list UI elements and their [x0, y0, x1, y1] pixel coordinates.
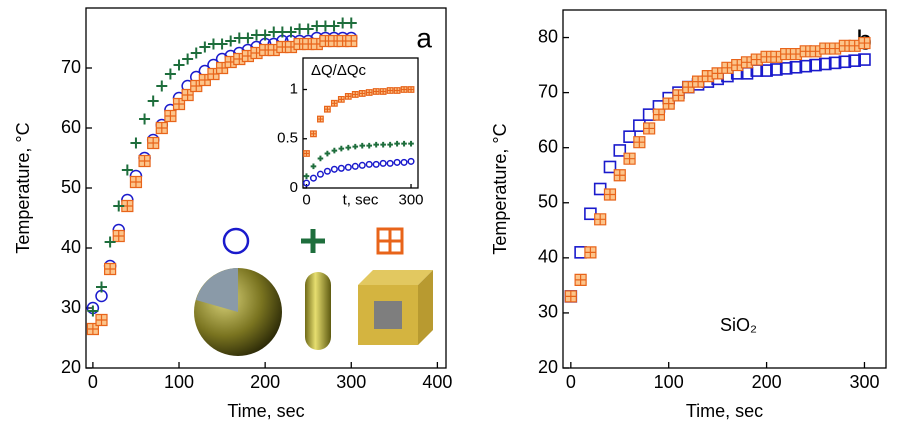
x-tick-label: 300 [399, 192, 424, 209]
data-point [130, 177, 141, 188]
data-point [585, 247, 596, 258]
data-point [156, 123, 167, 134]
panel-label: a [416, 22, 432, 53]
y-tick-label: 60 [61, 117, 81, 137]
data-point [644, 123, 655, 134]
data-point [575, 274, 586, 285]
nanocage [358, 270, 433, 345]
x-tick-label: 0 [88, 372, 98, 392]
y-axis-label: Temperature, °C [13, 122, 33, 253]
y-tick-label: 70 [538, 81, 558, 101]
data-point [380, 89, 386, 95]
y-tick-label: 20 [538, 357, 558, 377]
data-point [96, 315, 107, 326]
x-tick-label: 100 [654, 372, 684, 392]
data-point [346, 36, 357, 47]
data-point [165, 111, 176, 122]
data-point [318, 116, 324, 122]
y-tick-label: 1 [290, 80, 298, 97]
y-tick-label: 60 [538, 136, 558, 156]
y-tick-label: 70 [61, 57, 81, 77]
x-tick-label: 400 [422, 372, 452, 392]
data-point [113, 231, 124, 242]
x-axis-label: Time, sec [686, 401, 763, 421]
annotation: SiO₂ [720, 315, 757, 335]
data-point [325, 106, 331, 112]
y-tick-label: 80 [538, 26, 558, 46]
x-tick-label: 200 [752, 372, 782, 392]
nanorod [305, 272, 331, 350]
data-point [394, 88, 400, 94]
data-point [352, 92, 358, 98]
x-tick-label: 200 [250, 372, 280, 392]
y-tick-label: 0 [290, 179, 298, 196]
data-point [339, 97, 345, 103]
data-point [565, 291, 576, 302]
y-tick-label: 50 [538, 192, 558, 212]
data-point [148, 138, 159, 149]
data-point [859, 38, 870, 49]
data-point [604, 189, 615, 200]
y-tick-label: 30 [61, 297, 81, 317]
data-point [366, 90, 372, 96]
data-point [105, 264, 116, 275]
data-point [373, 89, 379, 95]
data-point [624, 153, 635, 164]
data-point [653, 109, 664, 120]
x-axis-label: t, sec [343, 192, 379, 209]
x-tick-label: 300 [849, 372, 879, 392]
data-point [387, 88, 393, 94]
y-tick-label: 0.5 [277, 130, 298, 147]
x-axis-label: Time, sec [227, 401, 304, 421]
data-point [408, 87, 414, 93]
data-point [332, 101, 338, 107]
data-point [304, 151, 310, 157]
data-point [346, 94, 352, 100]
x-tick-label: 0 [302, 192, 310, 209]
data-point [359, 91, 365, 97]
y-tick-label: 30 [538, 302, 558, 322]
data-point [139, 156, 150, 167]
data-point [634, 137, 645, 148]
y-tick-label: 40 [538, 247, 558, 267]
data-point [311, 131, 317, 137]
y-axis-label: Temperature, °C [490, 123, 510, 254]
data-point [595, 214, 606, 225]
y-tick-label: 40 [61, 237, 81, 257]
x-tick-label: 300 [336, 372, 366, 392]
figure: 0100200300400203040506070Time, secTemper… [0, 0, 902, 428]
inset-title: ΔQ/ΔQc [311, 62, 367, 79]
y-tick-label: 50 [61, 177, 81, 197]
data-point [614, 170, 625, 181]
y-tick-label: 20 [61, 357, 81, 377]
data-point [401, 87, 407, 93]
x-tick-label: 100 [164, 372, 194, 392]
x-tick-label: 0 [566, 372, 576, 392]
